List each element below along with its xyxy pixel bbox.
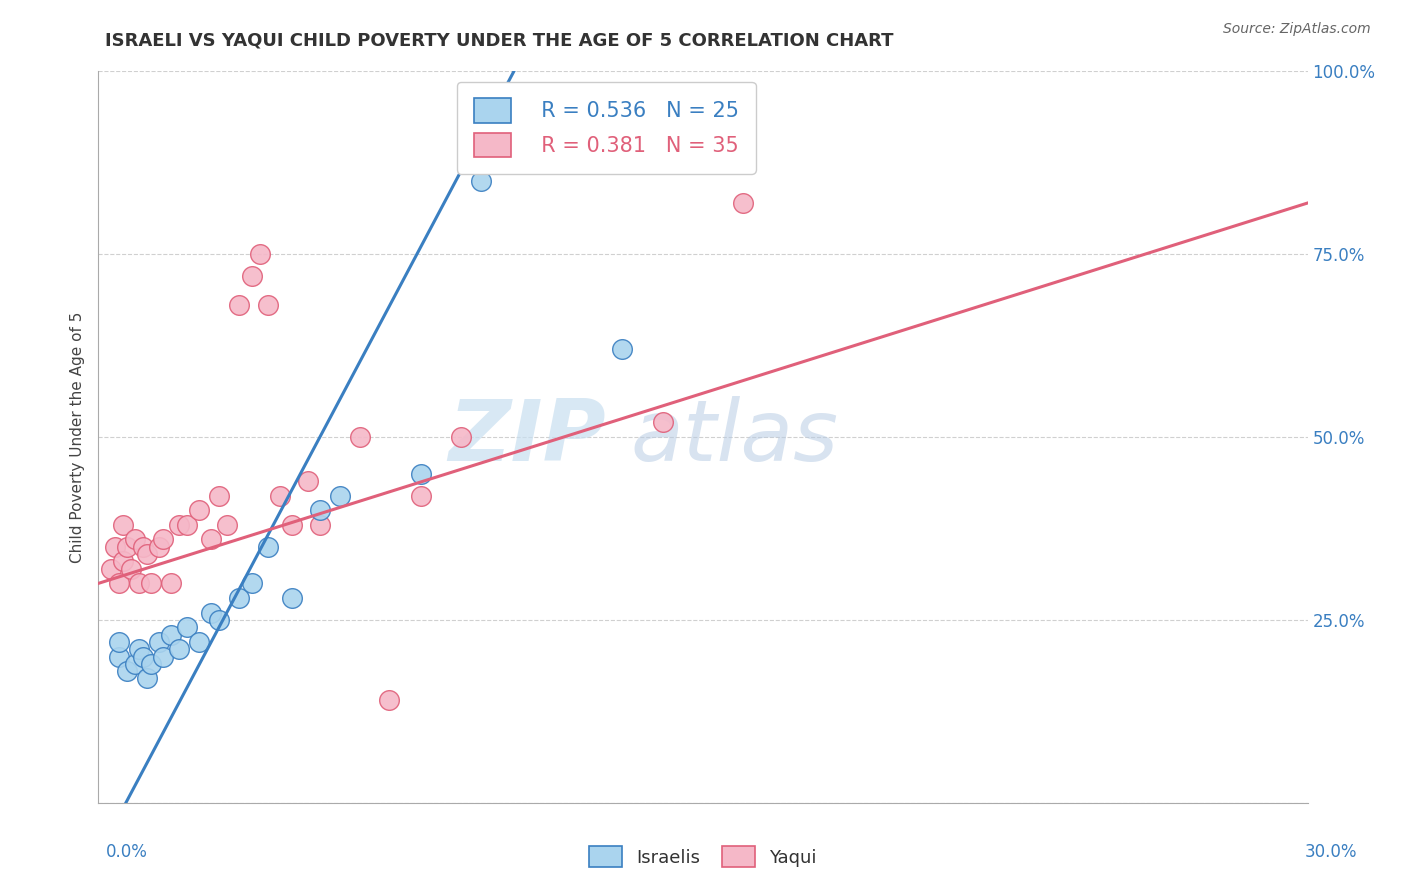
Point <box>139 576 162 591</box>
Point <box>409 489 432 503</box>
Point <box>188 503 211 517</box>
Point <box>281 517 304 532</box>
Point <box>135 547 157 561</box>
Point <box>124 657 146 671</box>
Point <box>329 489 352 503</box>
Point <box>139 657 162 671</box>
Point <box>409 467 432 481</box>
Point <box>132 540 155 554</box>
Point <box>612 343 634 357</box>
Point <box>217 517 239 532</box>
Point <box>115 540 138 554</box>
Point <box>188 635 211 649</box>
Point <box>281 591 304 605</box>
Point <box>107 649 129 664</box>
Point <box>470 174 492 188</box>
Point <box>128 576 150 591</box>
Point <box>100 562 122 576</box>
Point <box>208 489 231 503</box>
Point <box>733 196 755 211</box>
Y-axis label: Child Poverty Under the Age of 5: Child Poverty Under the Age of 5 <box>69 311 84 563</box>
Point <box>120 562 142 576</box>
Legend: Israelis, Yaqui: Israelis, Yaqui <box>582 839 824 874</box>
Point <box>349 430 371 444</box>
Point <box>148 635 170 649</box>
Text: 0.0%: 0.0% <box>105 843 148 861</box>
Point <box>651 416 673 430</box>
Point <box>176 620 198 634</box>
Point <box>256 298 278 312</box>
Text: ISRAELI VS YAQUI CHILD POVERTY UNDER THE AGE OF 5 CORRELATION CHART: ISRAELI VS YAQUI CHILD POVERTY UNDER THE… <box>105 31 894 49</box>
Point <box>132 649 155 664</box>
Point <box>309 503 332 517</box>
Point <box>160 627 183 641</box>
Point <box>135 672 157 686</box>
Point <box>176 517 198 532</box>
Point <box>115 664 138 678</box>
Point <box>309 517 332 532</box>
Point <box>128 642 150 657</box>
Point <box>249 247 271 261</box>
Point <box>111 554 134 568</box>
Point <box>152 649 174 664</box>
Point <box>103 540 125 554</box>
Point <box>152 533 174 547</box>
Point <box>450 430 472 444</box>
Text: atlas: atlas <box>630 395 838 479</box>
Point <box>228 298 250 312</box>
Point <box>240 269 263 284</box>
Point <box>124 533 146 547</box>
Point <box>377 693 399 707</box>
Point <box>107 576 129 591</box>
Point <box>256 540 278 554</box>
Point <box>167 642 190 657</box>
Point <box>200 606 222 620</box>
Point <box>111 517 134 532</box>
Point <box>240 576 263 591</box>
Point <box>228 591 250 605</box>
Point <box>200 533 222 547</box>
Point <box>167 517 190 532</box>
Point <box>148 540 170 554</box>
Text: ZIP: ZIP <box>449 395 606 479</box>
Text: 30.0%: 30.0% <box>1305 843 1357 861</box>
Point <box>107 635 129 649</box>
Point <box>297 474 319 488</box>
Point <box>160 576 183 591</box>
Point <box>208 613 231 627</box>
Point <box>269 489 291 503</box>
Text: Source: ZipAtlas.com: Source: ZipAtlas.com <box>1223 22 1371 37</box>
